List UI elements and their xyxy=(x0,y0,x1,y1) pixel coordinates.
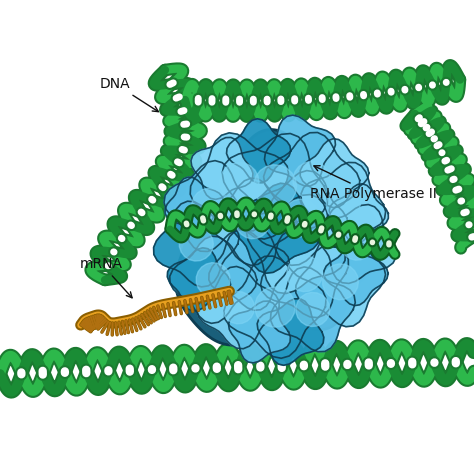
Polygon shape xyxy=(326,188,360,222)
Polygon shape xyxy=(170,236,257,323)
Polygon shape xyxy=(167,248,230,311)
Polygon shape xyxy=(220,163,259,202)
Polygon shape xyxy=(255,287,295,327)
Polygon shape xyxy=(318,205,396,283)
Polygon shape xyxy=(329,184,388,243)
Polygon shape xyxy=(254,171,348,265)
Polygon shape xyxy=(164,161,255,251)
Text: DNA: DNA xyxy=(100,77,158,112)
Polygon shape xyxy=(230,183,320,273)
Polygon shape xyxy=(287,256,323,292)
Polygon shape xyxy=(190,133,289,231)
Polygon shape xyxy=(264,133,360,228)
Text: mRNA: mRNA xyxy=(80,257,132,298)
Polygon shape xyxy=(222,134,328,239)
Polygon shape xyxy=(197,266,279,349)
Polygon shape xyxy=(341,228,373,260)
Polygon shape xyxy=(324,241,388,306)
Polygon shape xyxy=(196,263,230,297)
Polygon shape xyxy=(257,299,324,365)
Polygon shape xyxy=(210,178,296,265)
Polygon shape xyxy=(254,165,297,208)
Polygon shape xyxy=(271,267,356,352)
Polygon shape xyxy=(228,301,291,363)
Polygon shape xyxy=(261,230,348,318)
Polygon shape xyxy=(264,115,336,186)
Polygon shape xyxy=(165,177,223,236)
Polygon shape xyxy=(323,264,358,300)
Polygon shape xyxy=(179,227,213,261)
Polygon shape xyxy=(293,162,331,199)
Polygon shape xyxy=(246,194,345,293)
Polygon shape xyxy=(236,205,270,239)
Polygon shape xyxy=(296,292,330,327)
Polygon shape xyxy=(154,201,239,287)
Text: RNA Polymerase II: RNA Polymerase II xyxy=(310,166,437,201)
Polygon shape xyxy=(209,229,290,310)
Polygon shape xyxy=(296,237,385,327)
Polygon shape xyxy=(192,188,228,224)
Polygon shape xyxy=(191,137,253,200)
Polygon shape xyxy=(283,199,320,237)
Polygon shape xyxy=(175,129,383,345)
Polygon shape xyxy=(222,292,255,324)
Polygon shape xyxy=(227,119,291,183)
Polygon shape xyxy=(300,139,369,208)
Polygon shape xyxy=(301,163,386,247)
Polygon shape xyxy=(224,256,326,358)
